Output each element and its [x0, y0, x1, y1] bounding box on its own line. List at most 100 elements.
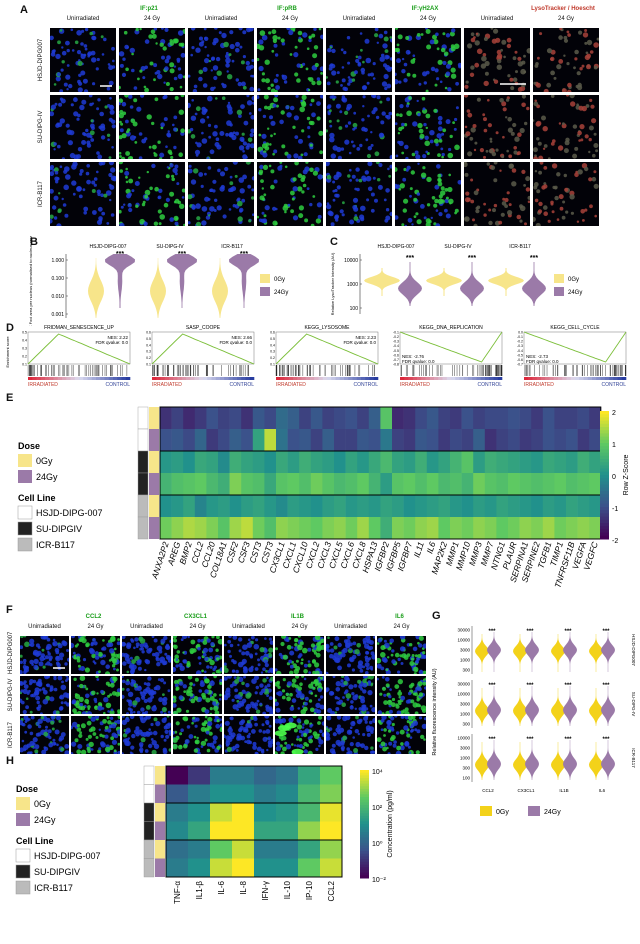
- nucleus: [326, 76, 328, 79]
- nucleus: [354, 70, 358, 75]
- nucleus: [144, 644, 149, 649]
- nucleus: [156, 645, 163, 652]
- nucleus: [42, 665, 46, 669]
- nucleus: [305, 67, 309, 71]
- nucleus: [111, 739, 118, 745]
- nucleus: [239, 188, 245, 194]
- nucleus: [364, 643, 370, 649]
- colorbar-segment: [360, 840, 369, 844]
- nucleus: [269, 710, 273, 714]
- group-label: SU-DIPG-IV: [156, 244, 184, 250]
- nucleus: [228, 132, 234, 138]
- heatmap-cell: [210, 803, 233, 822]
- nucleus: [139, 744, 143, 748]
- nucleus: [90, 642, 94, 647]
- nucleus: [194, 724, 198, 728]
- nucleus: [302, 647, 308, 654]
- micrograph-image: [173, 636, 222, 674]
- nucleus: [368, 657, 372, 661]
- nucleus: [493, 79, 499, 84]
- nucleus: [116, 719, 120, 725]
- nucleus: [358, 178, 363, 183]
- nucleus: [452, 121, 455, 124]
- nucleus: [359, 695, 365, 701]
- heatmap-cell: [508, 495, 520, 518]
- y-tick-label: 3000: [460, 702, 471, 707]
- nucleus: [383, 693, 387, 697]
- legend-label-cell-line: SU-DIPGIV: [36, 524, 82, 534]
- nucleus: [293, 115, 299, 121]
- nucleus: [366, 198, 370, 202]
- nucleus: [366, 711, 370, 714]
- nucleus: [70, 103, 74, 107]
- nucleus: [254, 676, 259, 681]
- nucleus: [158, 697, 164, 703]
- nucleus: [62, 203, 67, 207]
- nucleus: [335, 707, 340, 711]
- nucleus: [182, 659, 186, 663]
- nucleus: [411, 223, 414, 226]
- nucleus: [282, 746, 287, 752]
- nucleus: [72, 708, 77, 713]
- nucleus: [500, 48, 503, 52]
- nucleus: [525, 176, 530, 182]
- nucleus: [280, 641, 285, 647]
- nucleus: [113, 667, 116, 671]
- nucleus: [199, 118, 206, 124]
- nucleus: [317, 214, 322, 219]
- nucleus: [409, 187, 413, 191]
- nucleus: [381, 81, 388, 87]
- nucleus: [182, 684, 187, 689]
- significance-label: ***: [178, 251, 186, 258]
- heatmap-cell: [232, 766, 255, 785]
- nucleus: [377, 657, 382, 664]
- heatmap-cell: [380, 451, 393, 474]
- nucleus: [294, 638, 299, 642]
- nucleus: [507, 210, 513, 216]
- violin-24gy: [460, 262, 484, 306]
- nucleus: [493, 28, 499, 34]
- nucleus: [169, 731, 171, 734]
- heatmap-cell: [334, 473, 346, 496]
- nucleus: [377, 642, 380, 645]
- nucleus: [41, 687, 46, 691]
- nucleus: [543, 144, 548, 148]
- nucleus: [445, 213, 451, 219]
- nucleus: [58, 737, 63, 742]
- nucleus: [209, 188, 214, 192]
- nucleus: [235, 78, 239, 82]
- nucleus: [86, 164, 90, 168]
- nucleus: [296, 78, 301, 83]
- nucleus: [84, 28, 89, 32]
- nucleus: [100, 659, 106, 666]
- nucleus: [237, 216, 243, 222]
- nucleus: [163, 636, 168, 641]
- nucleus: [166, 132, 171, 137]
- heatmap-cell: [368, 407, 381, 430]
- nucleus: [165, 654, 171, 660]
- nucleus: [121, 72, 127, 77]
- rank-gradient-segment: [207, 377, 212, 380]
- nucleus: [397, 678, 403, 685]
- nucleus: [524, 121, 528, 126]
- nucleus: [358, 707, 363, 711]
- heatmap-cell: [310, 473, 323, 496]
- nucleus: [156, 662, 161, 667]
- group-label: HSJD-DIPG-007: [90, 244, 127, 250]
- nucleus: [64, 213, 69, 218]
- nucleus: [190, 689, 193, 693]
- heatmap-cell: [577, 407, 590, 430]
- rank-gradient-segment: [579, 377, 584, 380]
- nucleus: [340, 84, 343, 87]
- nucleus: [27, 724, 32, 729]
- group-label: ICR-B117: [221, 244, 243, 250]
- nucleus: [108, 156, 112, 159]
- nucleus: [467, 151, 473, 157]
- heatmap-cell: [554, 429, 567, 452]
- nucleus: [129, 711, 134, 714]
- nucleus: [145, 705, 151, 710]
- heatmap-cell: [276, 784, 299, 804]
- nucleus: [326, 671, 329, 674]
- nucleus: [469, 72, 475, 77]
- nucleus: [429, 130, 435, 136]
